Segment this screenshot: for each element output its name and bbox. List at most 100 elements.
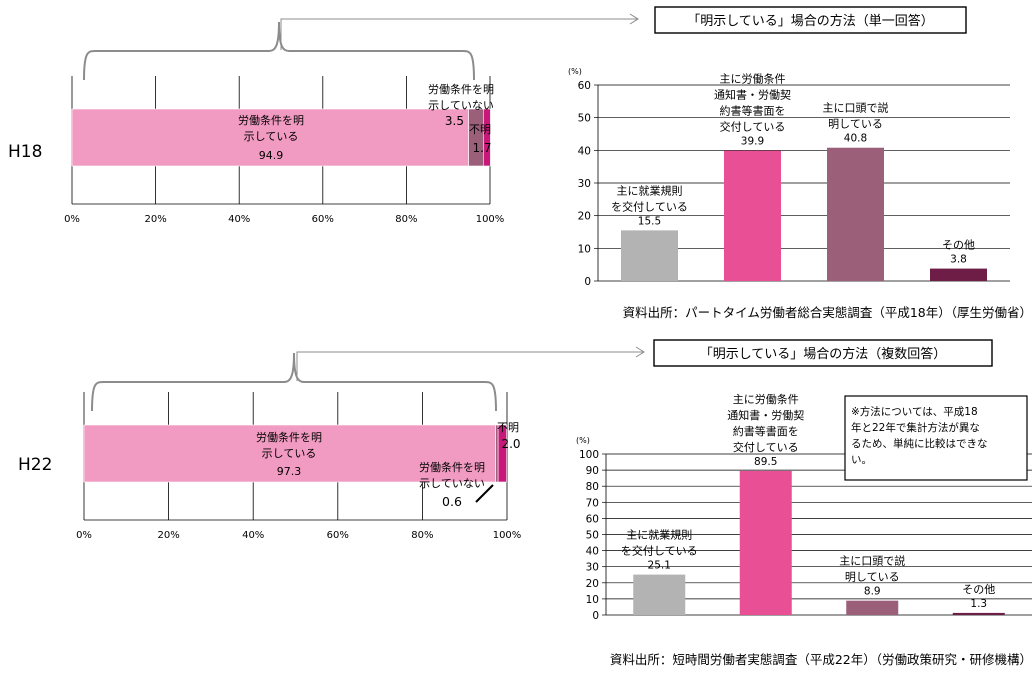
data-label: 8.9	[864, 586, 881, 598]
category-label: を交付している	[611, 199, 688, 213]
segment-label: 示している	[262, 447, 317, 460]
category-label: 交付している	[720, 120, 786, 134]
connector-arrow	[280, 18, 638, 50]
bar	[846, 600, 899, 615]
category-label: 主に口頭で説	[839, 554, 905, 568]
category-label: 主に口頭で説	[823, 101, 889, 115]
category-label: 約書等書面を	[720, 104, 786, 118]
chart-title: 「明示している」場合の方法（複数回答）	[700, 346, 947, 362]
segment-label: 労働条件を明	[238, 113, 304, 127]
data-label: 1.3	[970, 598, 987, 610]
bar	[827, 147, 884, 281]
segment-label: 労働条件を明	[256, 430, 322, 444]
x-tick-label: 60%	[312, 214, 334, 225]
bar	[952, 612, 1005, 615]
segment-label: 不明	[497, 421, 519, 434]
segment-value: 94.9	[259, 149, 284, 162]
category-label: 主に労働条件	[720, 72, 786, 86]
bar-segment	[83, 424, 496, 483]
bar-segment	[468, 108, 484, 167]
category-label: 通知書・労働契	[727, 408, 804, 422]
bar	[724, 150, 781, 281]
bar	[930, 268, 987, 281]
bar	[739, 470, 792, 615]
note-text: 年と22年で集計方法が異な	[851, 421, 980, 434]
y-tick-label: 90	[586, 465, 599, 477]
x-tick-label: 80%	[395, 214, 417, 225]
y-tick-label: 10	[578, 243, 591, 255]
data-label: 25.1	[648, 560, 671, 572]
leader-line	[475, 484, 494, 503]
chart-title-box	[654, 6, 967, 34]
connector-arrow	[296, 351, 644, 381]
data-label: 3.8	[950, 254, 967, 266]
y-tick-label: 20	[586, 578, 599, 590]
source-note: 資料出所：短時間労働者実態調査（平成22年）（労働政策研究・研修機構）	[610, 652, 1032, 667]
segment-label: 示している	[244, 130, 299, 143]
data-label: 15.5	[638, 215, 661, 227]
note-text: い。	[851, 454, 872, 466]
connector-arrow-head	[629, 13, 639, 25]
category-label: 通知書・労働契	[714, 88, 791, 102]
x-tick-label: 80%	[411, 530, 433, 541]
y-tick-label: 50	[586, 530, 599, 542]
x-tick-label: 0%	[76, 530, 92, 541]
row-label: H22	[18, 455, 52, 475]
row-label: H18	[8, 142, 42, 162]
x-tick-label: 0%	[64, 214, 80, 225]
x-tick-label: 40%	[228, 214, 250, 225]
chart-title: 「明示している」場合の方法（単一回答）	[687, 13, 934, 29]
note-box	[844, 395, 1028, 481]
y-tick-label: 20	[578, 211, 591, 223]
note-text: ※方法については、平成18	[851, 405, 978, 418]
category-label: 主に就業規則	[626, 528, 692, 542]
y-tick-label: 0	[584, 276, 591, 288]
bar-segment	[71, 108, 469, 167]
x-tick-label: 100%	[476, 214, 505, 225]
category-label: 交付している	[733, 440, 799, 454]
bar	[633, 574, 686, 615]
segment-label: 不明	[469, 123, 491, 136]
category-label: を交付している	[621, 544, 698, 558]
category-label: 明している	[828, 118, 883, 131]
x-tick-label: 40%	[242, 530, 264, 541]
x-tick-label: 20%	[144, 214, 166, 225]
y-unit-label: (%)	[576, 436, 590, 445]
data-label: 40.8	[844, 133, 867, 145]
y-tick-label: 0	[592, 610, 599, 622]
connector-arrow-head	[635, 346, 645, 358]
brace-bracket	[83, 21, 475, 81]
segment-value: 1.7	[472, 141, 491, 155]
segment-label: 労働条件を明	[419, 460, 485, 474]
segment-label: 示していない	[428, 99, 494, 112]
chart-title-box	[653, 339, 993, 367]
data-label: 39.9	[741, 136, 764, 148]
note-text: るため、単純に比較はできな	[851, 437, 988, 450]
x-tick-label: 60%	[327, 530, 349, 541]
y-tick-label: 40	[578, 145, 591, 157]
x-tick-label: 20%	[157, 530, 179, 541]
data-label: 89.5	[754, 456, 777, 468]
y-tick-label: 70	[586, 497, 599, 509]
x-tick-label: 100%	[493, 530, 522, 541]
y-tick-label: 10	[586, 594, 599, 606]
category-label: その他	[962, 583, 995, 596]
segment-label: 示していない	[419, 477, 485, 490]
category-label: その他	[942, 239, 975, 252]
bar	[621, 230, 678, 281]
category-label: 主に労働条件	[733, 392, 799, 406]
y-tick-label: 40	[586, 546, 599, 558]
y-tick-label: 50	[578, 113, 591, 125]
segment-value: 0.6	[442, 494, 462, 509]
category-label: 主に就業規則	[617, 183, 683, 197]
segment-label: 労働条件を明	[428, 82, 494, 96]
y-tick-label: 30	[578, 178, 591, 190]
y-tick-label: 60	[586, 513, 599, 525]
y-unit-label: (%)	[568, 67, 582, 76]
y-tick-label: 60	[578, 80, 591, 92]
segment-value: 97.3	[277, 465, 302, 478]
segment-value: 3.5	[445, 114, 464, 128]
category-label: 明している	[845, 571, 900, 584]
brace-bracket	[91, 352, 497, 412]
